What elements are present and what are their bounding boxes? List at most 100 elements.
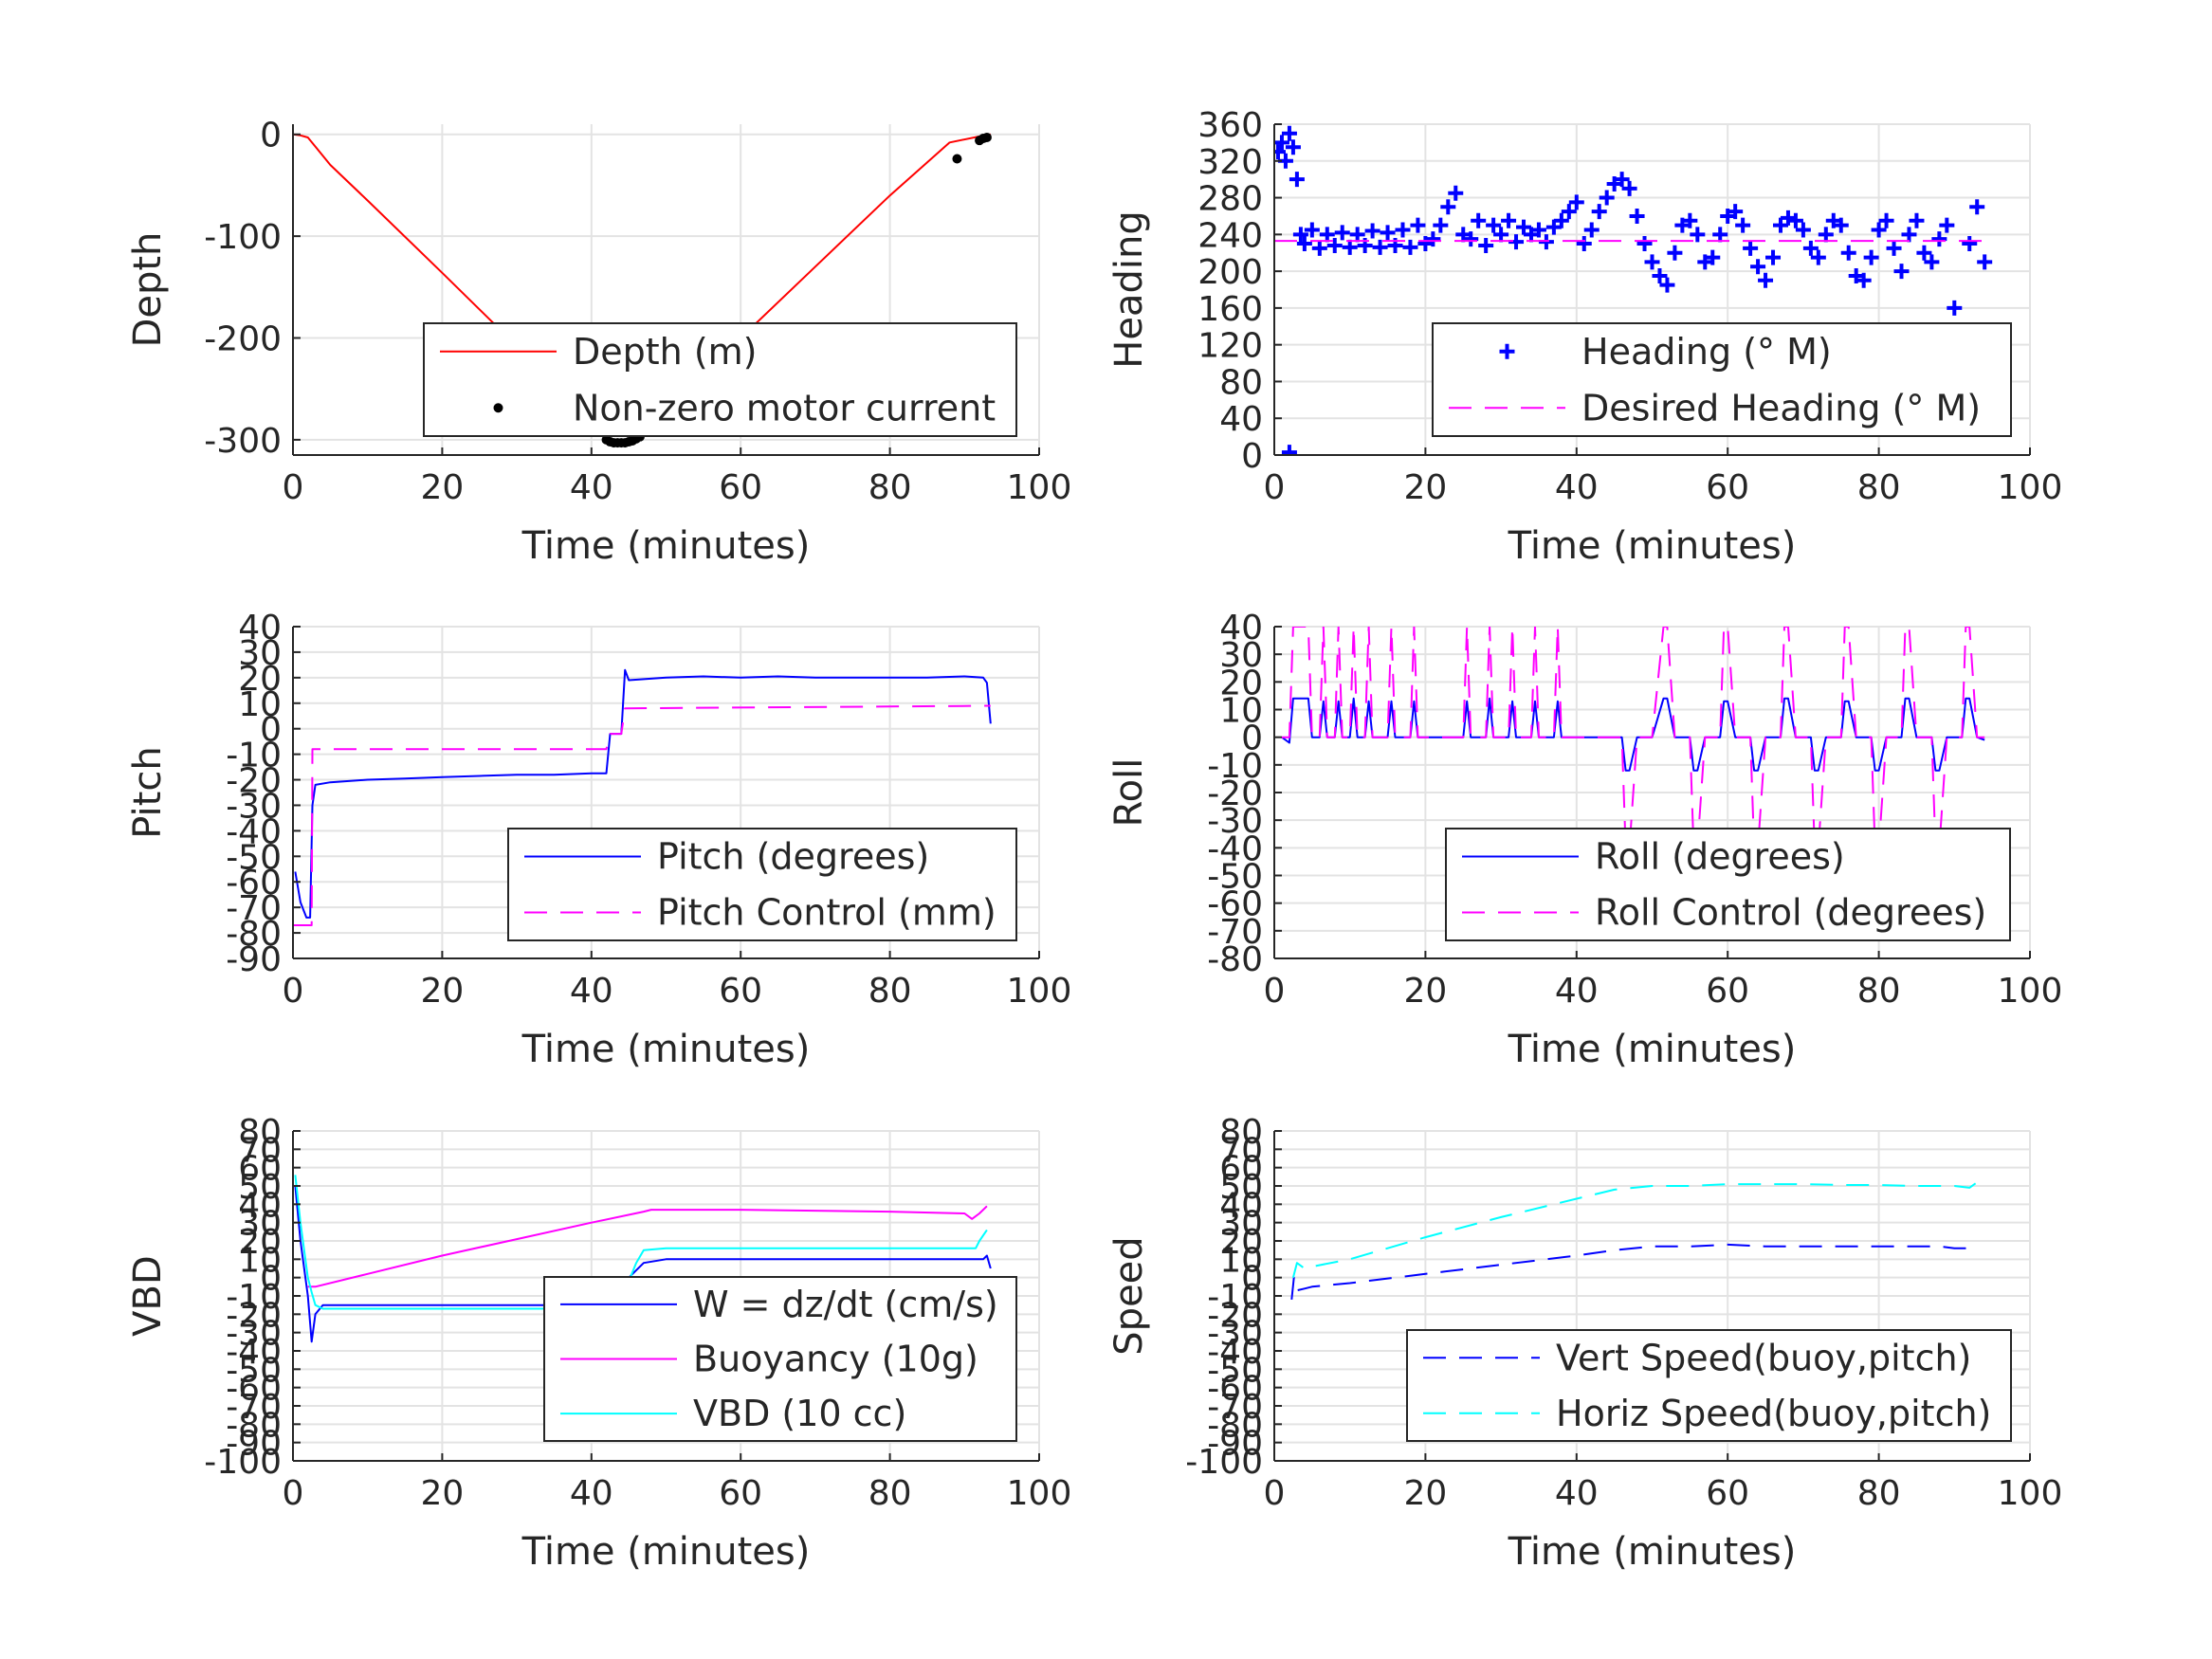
y-tick-label: 0 xyxy=(260,117,282,155)
series-group xyxy=(293,668,992,926)
legend: Roll (degrees) Roll Control (degrees) xyxy=(1445,828,2011,941)
series-line-2 xyxy=(293,704,991,926)
legend-label: VBD (10 cc) xyxy=(693,1393,906,1434)
legend-label: Depth (m) xyxy=(573,331,758,373)
data-point xyxy=(1758,272,1774,288)
data-point xyxy=(1856,272,1872,288)
y-tick-label: 30 xyxy=(238,634,282,673)
y-tick-label: -70 xyxy=(1207,913,1263,952)
series-line-2 xyxy=(1291,1181,1978,1278)
x-tick-label: 100 xyxy=(1998,972,2063,1011)
data-point xyxy=(1652,267,1668,283)
y-tick-label: 240 xyxy=(1197,216,1263,255)
x-tick-label: 0 xyxy=(283,1474,304,1513)
y-tick-label: -90 xyxy=(226,940,282,979)
legend: Pitch (degrees) Pitch Control (mm) xyxy=(507,828,1017,941)
y-tick-label: -80 xyxy=(226,915,282,954)
y-tick-label: 10 xyxy=(238,1241,282,1280)
legend-box xyxy=(1445,828,2011,941)
chart-6: 0 20 40 60 80 100-100-90-80-70-60-50-40-30-20… xyxy=(1107,1113,2062,1574)
y-tick-label: -20 xyxy=(226,1296,282,1335)
data-point xyxy=(1530,222,1546,238)
data-point xyxy=(1818,227,1834,243)
data-point xyxy=(1274,135,1289,151)
y-tick-label: -60 xyxy=(1207,885,1263,924)
data-point xyxy=(1319,227,1335,243)
y-tick-label: -30 xyxy=(226,1315,282,1354)
x-tick-label: 20 xyxy=(1403,468,1447,507)
data-point xyxy=(1311,240,1327,256)
y-tick-label: -70 xyxy=(226,889,282,928)
series-line-1 xyxy=(1290,1243,1978,1301)
x-axis-label: Time (minutes) xyxy=(521,524,811,568)
y-tick-label: -100 xyxy=(1185,1443,1263,1482)
data-point xyxy=(1886,240,1902,256)
y-tick-label: 40 xyxy=(238,609,282,647)
data-point xyxy=(1802,240,1819,256)
chart-3: 0 20 40 60 80 100-90-80-70-60-50-40-30-20-100… xyxy=(126,609,1071,1071)
x-tick-label: 80 xyxy=(1857,468,1901,507)
legend: W = dz/dt (cm/s) Buoyancy (10g) VBD (10 cc… xyxy=(543,1276,1017,1442)
chart-4: 0 20 40 60 80 100-80-70-60-50-40-30-20-100102… xyxy=(1107,609,2062,1071)
data-point xyxy=(1334,225,1350,241)
x-tick-label: 0 xyxy=(283,972,304,1011)
data-point xyxy=(1410,217,1426,233)
x-tick-label: 40 xyxy=(1555,1474,1599,1513)
data-point xyxy=(1425,231,1441,247)
legend-label: Heading (° M) xyxy=(1581,331,1832,373)
y-tick-label: 50 xyxy=(1219,1168,1263,1207)
data-point xyxy=(1463,231,1479,247)
y-tick-label: -300 xyxy=(204,422,282,461)
y-tick-label: 40 xyxy=(1219,609,1263,647)
x-tick-label: 40 xyxy=(570,468,613,507)
data-point xyxy=(1667,245,1683,261)
y-tick-label: -40 xyxy=(1207,1333,1263,1372)
y-tick-label: -40 xyxy=(226,1333,282,1372)
legend: Depth (m) Non-zero motor current xyxy=(423,322,1017,437)
grid xyxy=(292,124,1040,455)
y-tick-label: 280 xyxy=(1197,180,1263,219)
x-tick-label: 40 xyxy=(570,972,613,1011)
data-point xyxy=(1448,185,1464,201)
data-point xyxy=(1893,264,1910,280)
data-point xyxy=(1568,194,1584,210)
y-tick-label: 80 xyxy=(1219,363,1263,402)
x-tick-label: 100 xyxy=(1998,468,2063,507)
y-axis-label: Roll xyxy=(1107,758,1151,828)
x-tick-label: 80 xyxy=(868,1474,912,1513)
data-point xyxy=(1591,204,1607,220)
y-tick-label: -30 xyxy=(226,787,282,826)
x-tick-label: 20 xyxy=(1403,972,1447,1011)
chart-5: 0 20 40 60 80 100-100-90-80-70-60-50-40-30-20… xyxy=(126,1113,1071,1574)
y-tick-label: 10 xyxy=(238,685,282,724)
x-tick-label: 60 xyxy=(1706,468,1749,507)
legend-label: W = dz/dt (cm/s) xyxy=(693,1284,998,1325)
legend-box xyxy=(1406,1329,2012,1442)
y-axis-label: VBD xyxy=(126,1255,170,1337)
y-tick-label: -10 xyxy=(1207,747,1263,786)
data-point xyxy=(1772,217,1788,233)
y-tick-label: 40 xyxy=(1219,1186,1263,1225)
y-tick-label: 120 xyxy=(1197,327,1263,366)
y-axis-label: Speed xyxy=(1107,1236,1151,1355)
legend-label: Desired Heading (° M) xyxy=(1581,387,1981,428)
data-point xyxy=(1810,249,1826,265)
x-tick-label: 60 xyxy=(1706,972,1749,1011)
x-tick-label: 80 xyxy=(868,972,912,1011)
data-point xyxy=(1281,125,1297,141)
data-point xyxy=(1690,227,1706,243)
x-tick-label: 40 xyxy=(570,1474,613,1513)
data-point xyxy=(981,132,992,142)
y-tick-label: -80 xyxy=(1207,1406,1263,1445)
data-point xyxy=(1712,227,1728,243)
series-group xyxy=(1274,125,1993,455)
data-point xyxy=(1274,144,1286,160)
y-tick-label: 50 xyxy=(238,1168,282,1207)
legend-swatch xyxy=(493,403,503,413)
y-axis-label: Pitch xyxy=(126,746,170,838)
data-point xyxy=(1471,212,1487,228)
x-tick-label: 100 xyxy=(1998,1474,2063,1513)
x-tick-label: 60 xyxy=(719,1474,762,1513)
data-point xyxy=(1433,217,1449,233)
y-tick-label: 0 xyxy=(260,1260,282,1299)
